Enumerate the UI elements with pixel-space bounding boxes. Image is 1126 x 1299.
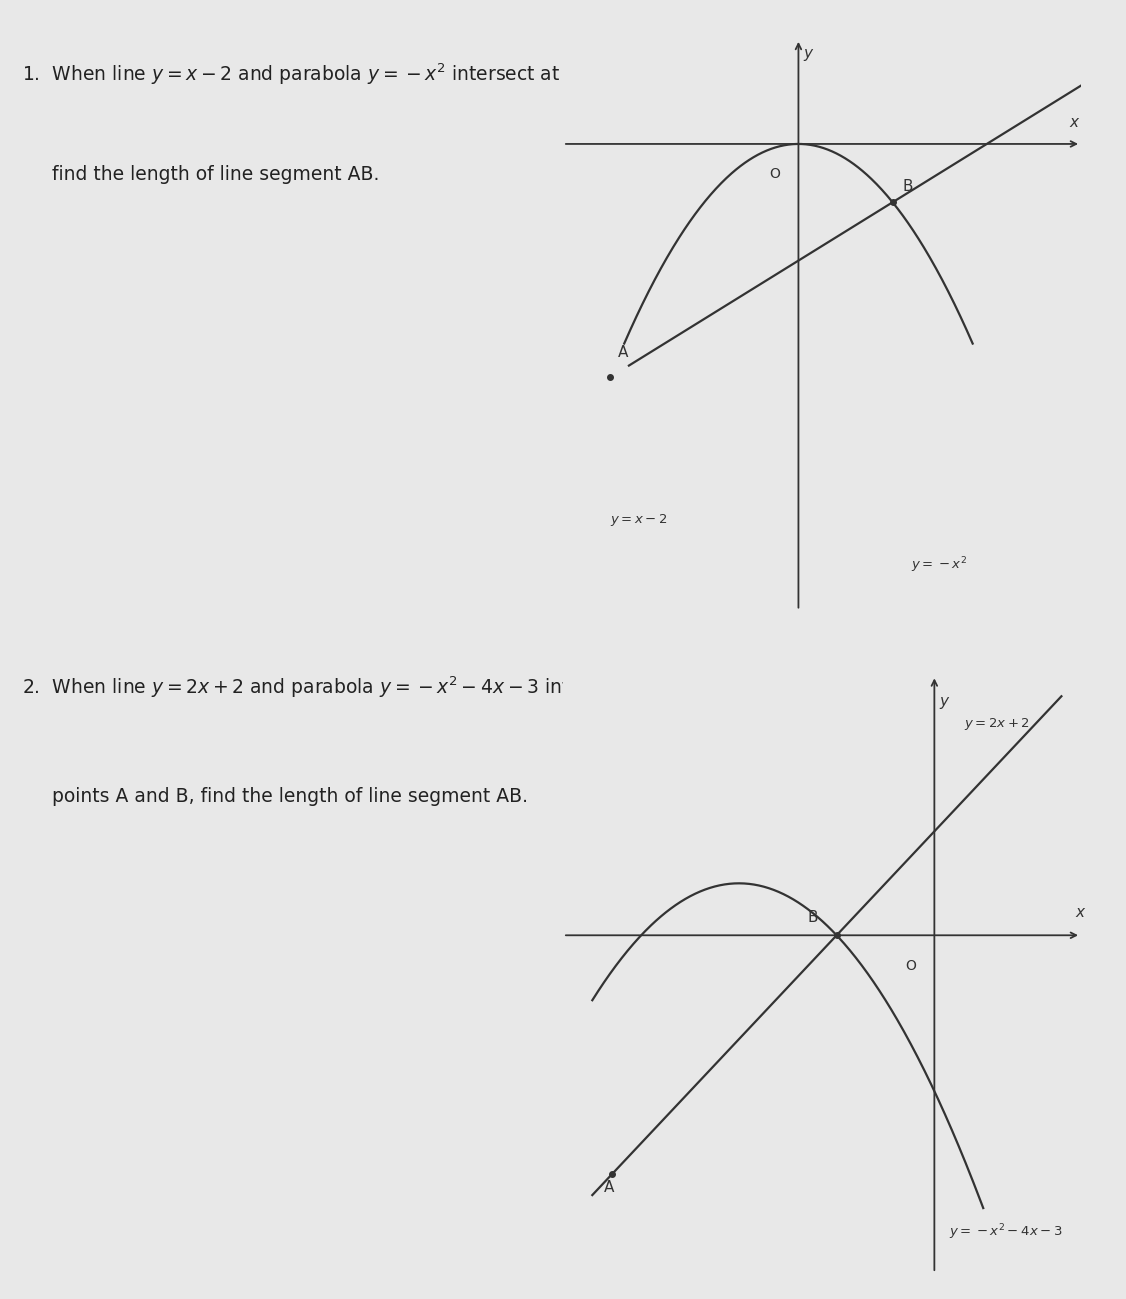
Text: find the length of line segment AB.: find the length of line segment AB. — [23, 165, 379, 183]
Text: O: O — [769, 166, 780, 181]
Text: 1.  When line $y = x - 2$ and parabola $y = -x^2$ intersect at points A and B,: 1. When line $y = x - 2$ and parabola $y… — [23, 62, 707, 87]
Text: B: B — [902, 178, 912, 194]
Text: points A and B, find the length of line segment AB.: points A and B, find the length of line … — [23, 787, 528, 805]
Text: A: A — [618, 344, 628, 360]
Text: B: B — [807, 911, 817, 925]
Text: y: y — [939, 694, 948, 709]
Text: $y=-x^2-4x-3$: $y=-x^2-4x-3$ — [949, 1222, 1063, 1242]
Text: A: A — [604, 1181, 615, 1195]
Text: $y=-x^2$: $y=-x^2$ — [911, 556, 967, 575]
Text: x: x — [1070, 114, 1079, 130]
Text: 2.  When line $y = 2x + 2$ and parabola $y = -x^2 - 4x - 3$ intersect at: 2. When line $y = 2x + 2$ and parabola $… — [23, 674, 653, 700]
Text: $y=2x+2$: $y=2x+2$ — [964, 717, 1030, 733]
Text: O: O — [905, 959, 917, 973]
Text: $y=x-2$: $y=x-2$ — [610, 512, 668, 529]
Text: y: y — [804, 47, 813, 61]
Text: x: x — [1075, 905, 1084, 920]
